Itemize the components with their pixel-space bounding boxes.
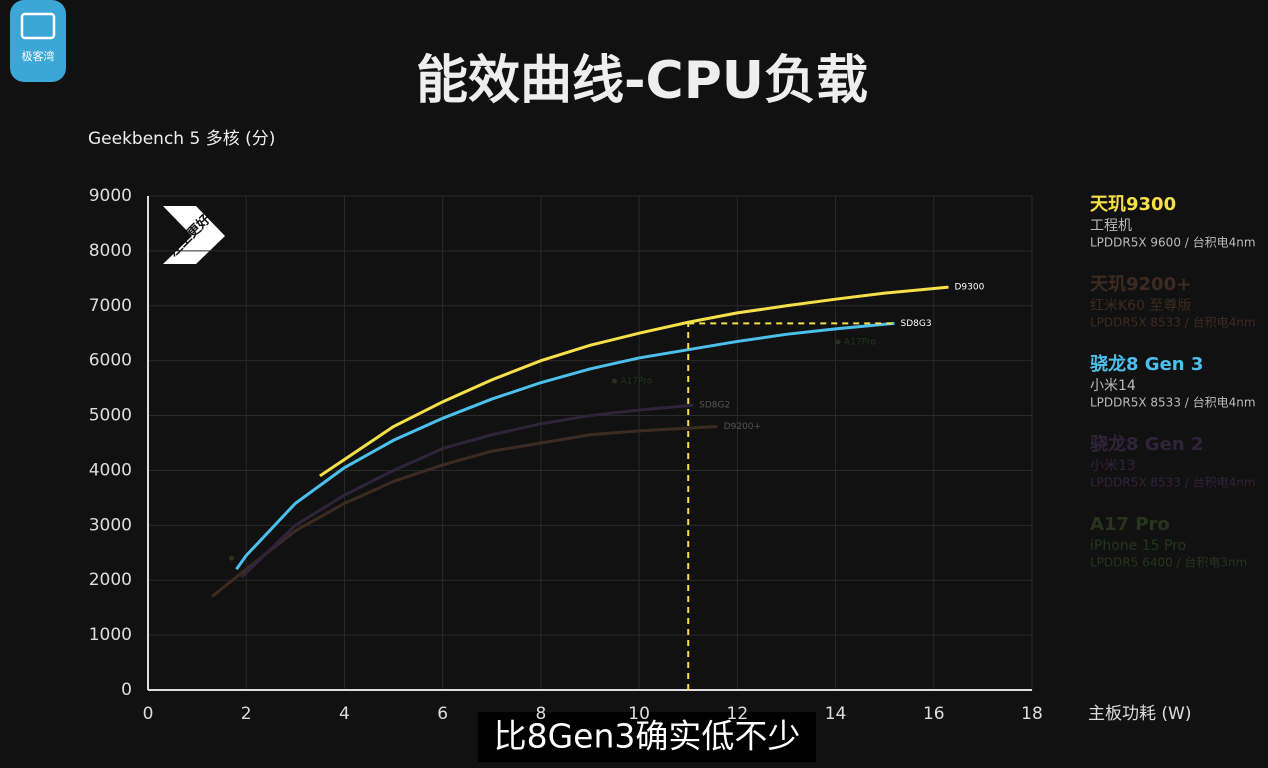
legend-name: 天玑9300 <box>1090 194 1176 215</box>
chart-title: 能效曲线-CPU负载 <box>416 51 868 111</box>
legend-device: iPhone 15 Pro <box>1090 538 1186 554</box>
x-tick-label: 16 <box>923 704 945 724</box>
y-tick-label: 8000 <box>89 241 132 261</box>
end-label: SD8G3 <box>900 319 931 329</box>
point-label: A17Pro <box>621 376 653 386</box>
legend-device: 小米13 <box>1090 458 1136 474</box>
x-axis-label: 主板功耗 (W) <box>1088 704 1191 724</box>
point <box>835 339 841 345</box>
badge: 左上更好 <box>163 206 225 264</box>
logo-text: 极客湾 <box>22 49 55 63</box>
y-tick-label: 6000 <box>89 351 132 371</box>
x-tick-label: 4 <box>339 704 350 724</box>
y-tick-label: 0 <box>121 680 132 700</box>
x-tick-label: 12 <box>727 704 749 724</box>
y-tick-label: 1000 <box>89 625 132 645</box>
end-label: D9200+ <box>724 422 761 432</box>
x-tick-label: 18 <box>1021 704 1043 724</box>
legend-device: 红米K60 至尊版 <box>1090 297 1191 314</box>
y-tick-label: 4000 <box>89 460 132 480</box>
logo-badge <box>10 0 66 82</box>
legend-memory: LPDDR5X 9600 / 台积电4nm <box>1090 235 1256 250</box>
end-label: SD8G2 <box>699 401 730 411</box>
x-tick-label: 10 <box>628 704 650 724</box>
x-tick-label: 8 <box>535 704 546 724</box>
legend-name: 骁龙8 Gen 3 <box>1090 353 1203 375</box>
caption-box <box>478 712 816 762</box>
legend-name: 天玑9200+ <box>1090 274 1191 295</box>
series-line <box>319 285 949 478</box>
legend-device: 工程机 <box>1090 218 1132 234</box>
y-axis-label: Geekbench 5 多核 (分) <box>88 129 275 149</box>
series-line <box>210 425 718 598</box>
legend-name: 骁龙8 Gen 2 <box>1090 433 1203 455</box>
point <box>612 378 618 384</box>
logo-icon <box>20 12 56 40</box>
series-line <box>240 403 694 579</box>
legend-memory: LPDDR5X 8533 / 台积电4nm <box>1090 395 1256 410</box>
caption: 比8Gen3确实低不少 <box>494 717 801 756</box>
legend-name: A17 Pro <box>1090 514 1170 535</box>
badge-arrow <box>163 206 225 264</box>
legend-memory: LPDDR5X 8533 / 台积电4nm <box>1090 475 1256 490</box>
y-tick-label: 2000 <box>89 570 132 590</box>
x-tick-label: 0 <box>143 704 154 724</box>
legend-memory: LPDDR5X 8533 / 台积电4nm <box>1090 315 1256 330</box>
point <box>228 555 234 561</box>
series-line <box>235 321 895 571</box>
y-tick-label: 3000 <box>89 515 132 535</box>
y-tick-label: 5000 <box>89 406 132 426</box>
x-tick-label: 14 <box>825 704 847 724</box>
end-label: D9300 <box>955 283 985 293</box>
x-tick-label: 2 <box>241 704 252 724</box>
point-label: A17Pro <box>844 338 876 348</box>
y-tick-label: 9000 <box>89 186 132 206</box>
x-tick-label: 6 <box>437 704 448 724</box>
y-tick-label: 7000 <box>89 296 132 316</box>
legend-memory: LPDDR5 6400 / 台积电3nm <box>1090 555 1247 570</box>
legend-device: 小米14 <box>1090 378 1136 394</box>
